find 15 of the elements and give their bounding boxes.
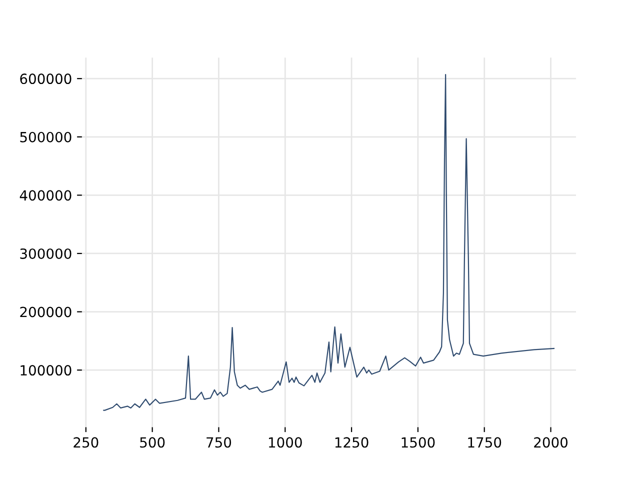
x-tick-label: 500 [140,437,165,448]
x-tick-label: 1500 [402,437,435,448]
x-tick-label: 250 [74,437,98,448]
x-tick-label: 1000 [268,437,302,448]
y-tick-label: 400000 [20,190,72,201]
y-tick-label: 600000 [20,74,72,84]
x-tick-label: 1750 [468,437,502,448]
y-tick-label: 500000 [20,132,72,142]
x-tick-label: 750 [206,437,232,448]
line-series [103,74,555,411]
y-tick-label: 100000 [20,365,72,376]
x-tick-label: 1250 [335,437,368,448]
y-tick-label: 200000 [20,306,72,318]
x-tick-label: 2000 [534,437,568,448]
y-tick-label: 300000 [20,248,72,259]
